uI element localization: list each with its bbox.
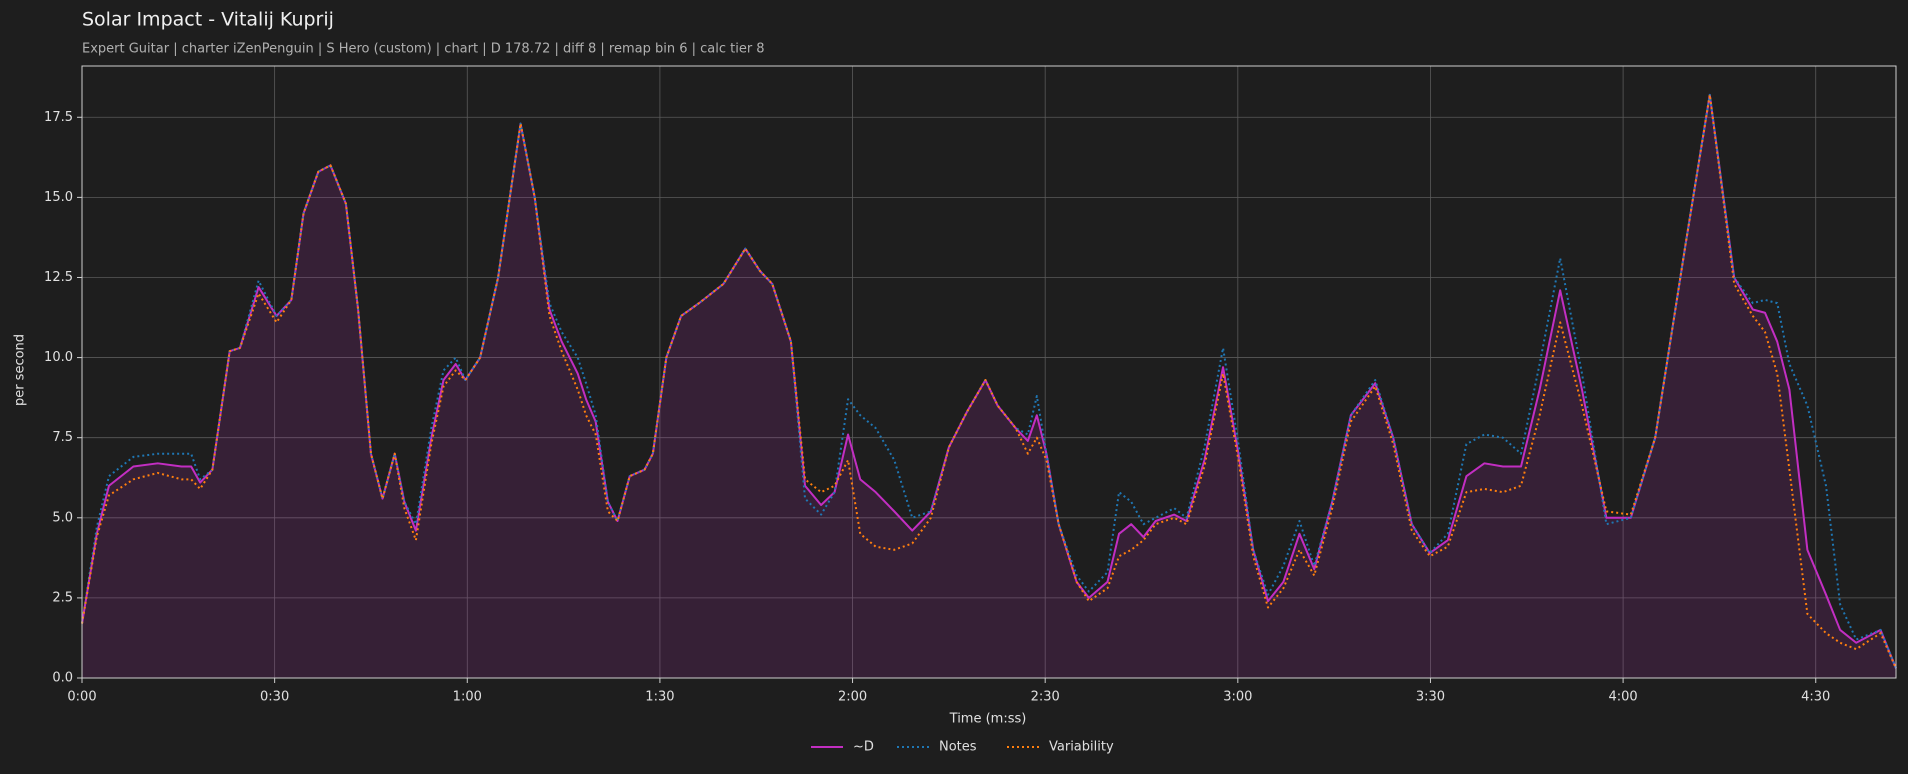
x-tick-label: 1:30: [645, 690, 674, 705]
chart-title: Solar Impact - Vitalij Kuprij: [82, 9, 334, 31]
y-axis-label: per second: [13, 334, 28, 406]
y-tick-label: 7.5: [52, 430, 73, 445]
x-tick-label: 2:00: [838, 690, 867, 705]
y-tick-label: 17.5: [44, 110, 73, 125]
x-tick-label: 3:00: [1223, 690, 1252, 705]
x-tick-label: 0:30: [260, 690, 289, 705]
x-axis-label: Time (m:ss): [949, 712, 1027, 727]
x-tick-label: 0:00: [67, 690, 96, 705]
plot-frame: [81, 65, 1897, 679]
legend-label: Variability: [1049, 740, 1114, 755]
y-tick-label: 5.0: [52, 510, 73, 525]
series-line: [81, 93, 1897, 669]
legend-label: ~D: [853, 740, 874, 755]
y-tick-label: 15.0: [44, 190, 73, 205]
grid: 0:00 0:30 1:00 1:30 2:00 2:30 3:00 3:30 4:00 4:30…: [44, 66, 1896, 705]
chart-subtitle: Expert Guitar | charter iZenPenguin | S …: [82, 42, 765, 57]
x-tick-label: 2:30: [1031, 690, 1060, 705]
y-tick-label: 2.5: [52, 590, 73, 605]
plot: [81, 93, 1897, 678]
legend: ~D Notes Variability: [811, 740, 1114, 755]
series-line: [81, 93, 1897, 669]
y-tick-label: 12.5: [44, 270, 73, 285]
x-tick-label: 1:00: [453, 690, 482, 705]
legend-label: Notes: [939, 740, 977, 755]
x-tick-label: 3:30: [1416, 690, 1445, 705]
y-tick-label: 0.0: [52, 671, 73, 686]
y-tick-label: 10.0: [44, 350, 73, 365]
x-tick-label: 4:30: [1801, 690, 1830, 705]
area: [82, 94, 1896, 678]
x-tick-label: 4:00: [1608, 690, 1637, 705]
